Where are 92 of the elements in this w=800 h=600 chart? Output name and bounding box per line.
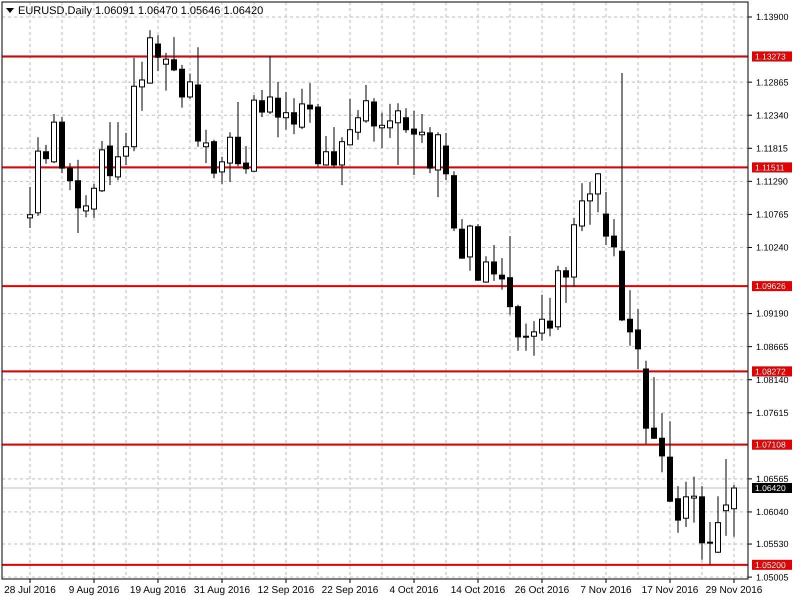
candlestick <box>283 91 289 130</box>
y-tick-label: 1.12865 <box>756 77 789 88</box>
y-tick-label: 1.08665 <box>756 342 789 352</box>
candlestick <box>563 266 569 304</box>
x-tick-label: 4 Oct 2016 <box>390 585 439 596</box>
y-tick-label: 1.10765 <box>756 210 789 220</box>
x-tick-label: 29 Nov 2016 <box>706 585 763 596</box>
ref-line-label: 1.06420 <box>755 482 786 493</box>
candlestick <box>539 294 545 342</box>
x-tick-label: 12 Sep 2016 <box>258 585 315 596</box>
y-tick-label: 1.09190 <box>756 308 789 319</box>
candlestick <box>323 136 329 166</box>
ref-line-label: 1.07108 <box>755 440 786 450</box>
ref-line-label: 1.11511 <box>755 162 785 172</box>
x-tick-label: 22 Sep 2016 <box>322 585 379 596</box>
x-tick-label: 28 Jul 2016 <box>4 585 56 596</box>
candlestick <box>499 258 505 290</box>
candlestick <box>307 82 313 124</box>
y-tick-label: 1.13900 <box>756 12 789 22</box>
ref-line-label: 1.05200 <box>755 560 786 570</box>
candlestick <box>635 308 641 370</box>
candlestick <box>595 172 601 213</box>
candlestick <box>707 522 713 566</box>
x-tick-label: 9 Aug 2016 <box>68 585 120 596</box>
y-tick-label: 1.05005 <box>756 572 789 582</box>
y-tick-label: 1.12340 <box>756 110 789 120</box>
candlestick <box>203 129 209 164</box>
candlestick <box>491 244 497 282</box>
candlestick <box>163 52 169 92</box>
candlestick <box>403 108 409 134</box>
y-tick-label: 1.06040 <box>756 507 789 518</box>
candlestick <box>603 192 609 246</box>
candlestick <box>419 113 425 144</box>
candlestick <box>275 81 281 138</box>
x-tick-label: 31 Aug 2016 <box>194 585 251 596</box>
candlestick <box>675 486 681 534</box>
y-tick-label: 1.10240 <box>756 242 789 253</box>
candlestick <box>123 132 129 166</box>
candlestick <box>379 112 385 148</box>
candlestick <box>627 290 633 346</box>
candlestick <box>547 297 553 337</box>
ref-line-label: 1.08272 <box>755 366 786 376</box>
candlestick <box>347 98 353 146</box>
candlestick <box>355 110 361 140</box>
candlestick <box>155 34 161 72</box>
candlestick <box>339 136 345 186</box>
candlestick <box>243 146 249 174</box>
candlestick <box>683 481 689 528</box>
candlestick <box>299 88 305 130</box>
candlestick <box>731 484 737 538</box>
candlestick <box>171 36 177 72</box>
y-tick-label: 1.08140 <box>756 374 789 385</box>
ref-line-label: 1.09626 <box>755 281 786 292</box>
candlestick <box>387 103 393 138</box>
y-tick-label: 1.07615 <box>756 408 789 418</box>
x-tick-label: 19 Aug 2016 <box>130 585 187 596</box>
candlestick <box>691 476 697 524</box>
x-tick-label: 14 Oct 2016 <box>450 585 506 596</box>
ref-line-label: 1.13273 <box>755 51 786 62</box>
candlestick <box>587 181 593 226</box>
candlestick <box>723 458 729 536</box>
candlestick <box>139 61 145 112</box>
candlestick <box>43 144 49 164</box>
candlestick <box>395 102 401 166</box>
chart-title: EURUSD,Daily 1.06091 1.06470 1.05646 1.06420 <box>18 5 264 17</box>
x-tick-label: 26 Oct 2016 <box>514 585 570 596</box>
candlestick <box>267 56 273 114</box>
y-tick-label: 1.11290 <box>756 176 788 186</box>
candlestick <box>363 84 369 124</box>
candlestick <box>187 73 193 100</box>
candlestick <box>91 183 97 218</box>
candlestick <box>291 98 297 135</box>
candlestick <box>411 110 417 176</box>
x-tick-label: 7 Nov 2016 <box>580 585 632 596</box>
y-tick-label: 1.06565 <box>756 474 789 484</box>
candlestick <box>27 186 33 228</box>
x-tick-label: 17 Nov 2016 <box>642 585 699 596</box>
candlestick <box>659 412 665 473</box>
candlestick <box>115 122 121 181</box>
y-tick-label: 1.11815 <box>756 143 788 154</box>
candlestick <box>523 323 529 352</box>
y-tick-label: 1.05530 <box>756 539 789 550</box>
candlestick <box>83 194 89 218</box>
candlestick <box>531 320 537 356</box>
candlestick <box>331 126 337 169</box>
candlestick <box>67 162 73 191</box>
candlestick <box>371 98 377 142</box>
candlestick <box>219 156 225 184</box>
candlestick <box>611 218 617 257</box>
candlestick <box>651 376 657 440</box>
candlestick <box>259 90 265 118</box>
candlestick <box>483 256 489 284</box>
